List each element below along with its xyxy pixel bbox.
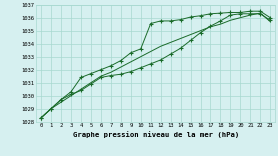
X-axis label: Graphe pression niveau de la mer (hPa): Graphe pression niveau de la mer (hPa)	[73, 131, 239, 138]
